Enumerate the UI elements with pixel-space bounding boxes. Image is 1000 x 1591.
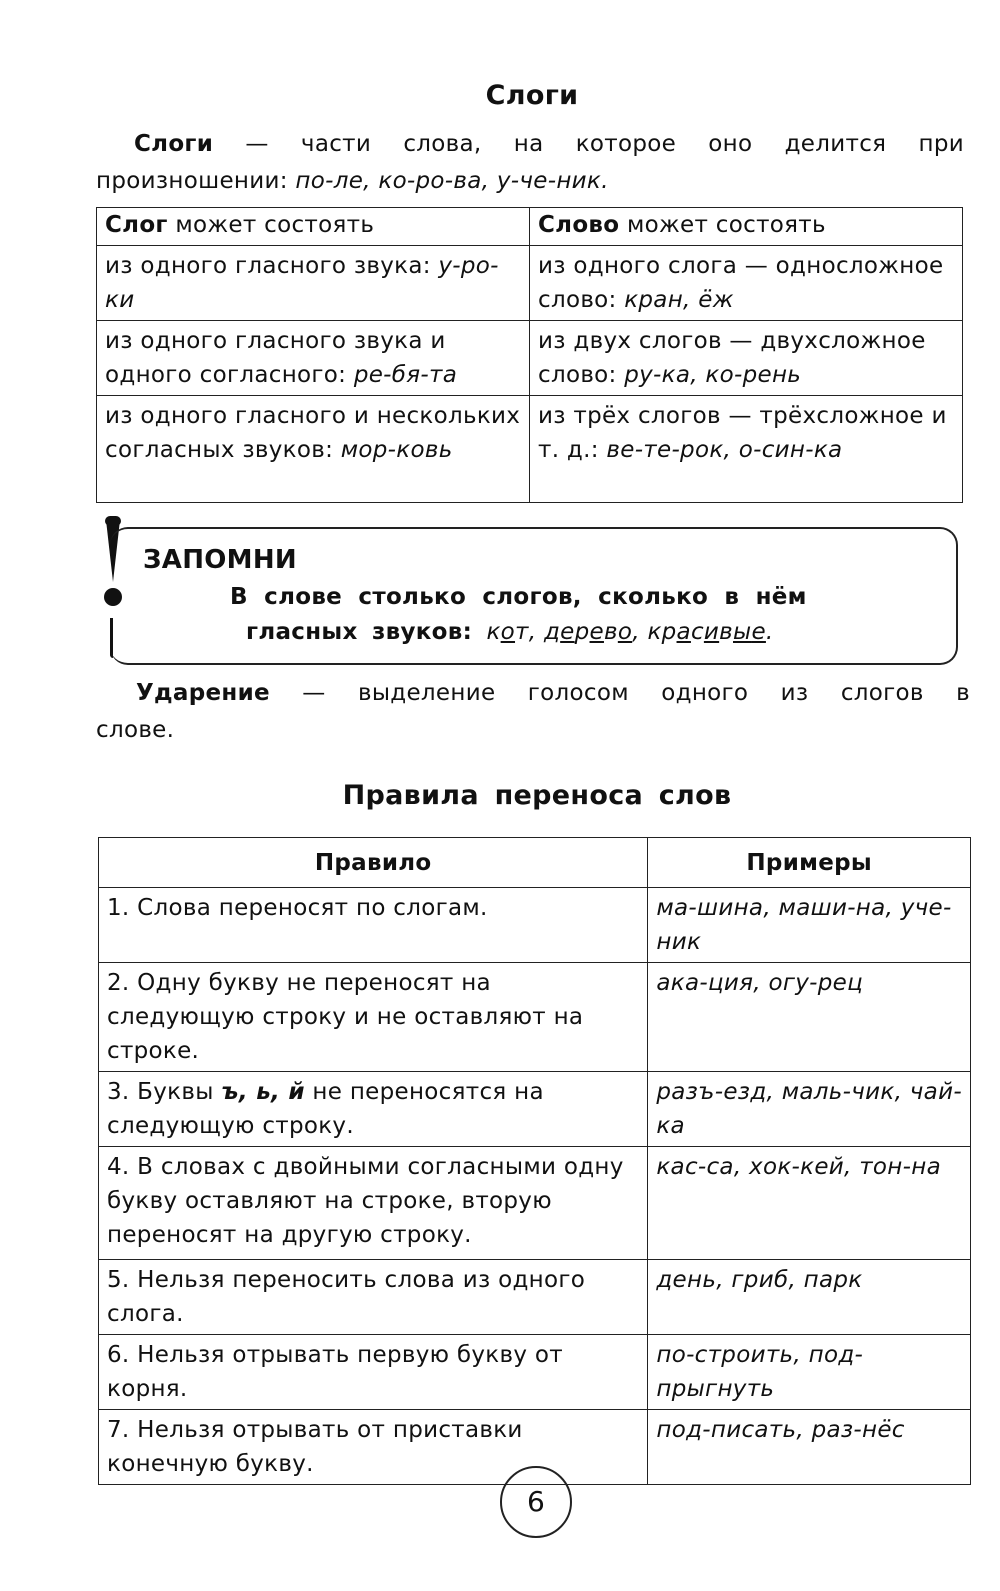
examples-cell: день, гриб, парк	[647, 1259, 971, 1335]
rule-cell: 5. Нельзя переносить слова из одного сло…	[97, 1259, 649, 1335]
table-cell: из трёх слогов — трёх­сложное и т. д.: в…	[529, 395, 963, 503]
examples: по-ле, ко-ро-ва, у-че-ник.	[295, 168, 609, 194]
example-word: дерево	[543, 619, 633, 645]
table-cell: из одного гласного звука: у-ро-ки	[96, 245, 530, 321]
vowel-underlined: е	[751, 619, 766, 645]
vowel-underlined: е	[589, 619, 604, 645]
page-number: 6	[500, 1466, 572, 1538]
table-cell: из одного гласного звука и одного соглас…	[96, 320, 530, 396]
table-cell: из одного гласного и нескольких согласны…	[96, 395, 530, 503]
vowel-underlined: и	[703, 619, 720, 645]
definition-text: произношении:	[96, 168, 296, 194]
rule-cell: 1. Слова переносят по слогам.	[97, 887, 649, 963]
examples-cell: разъ-езд, маль-чик, чай-ка	[647, 1071, 971, 1147]
header-cell: Слово может состоять	[529, 207, 963, 246]
remember-title: ЗАПОМНИ	[143, 545, 297, 575]
term: Ударение	[136, 680, 270, 706]
vowel-underlined: о	[617, 619, 633, 645]
remember-examples: кот, дерево, красивые	[486, 619, 766, 645]
term: Слоги	[134, 131, 214, 157]
syllable-table: Слог может состоять Слово может состоять…	[96, 207, 963, 503]
remember-box	[110, 527, 958, 665]
examples-cell: ма-шина, маши-на, уче-ник	[647, 887, 971, 963]
vowel-underlined: ы	[733, 619, 752, 645]
examples-cell: по-строить, под-прыгнуть	[647, 1334, 971, 1410]
header-cell: Слог может состоять	[96, 207, 530, 246]
table-cell: из одного слога — одно­сложное слово: кр…	[529, 245, 963, 321]
example-word: красивые	[647, 619, 766, 645]
remember-line-1: В слове столько слогов, сколько в нём	[230, 584, 807, 610]
hyphenation-table: Правило Примеры 1. Слова переносят по сло…	[97, 837, 971, 1485]
section-title-hyphenation: Правила переноса слов	[342, 780, 732, 811]
table-cell: из двух слогов — двух­сложное слово: ру-…	[529, 320, 963, 396]
stress-definition: Ударение — выделение голосом одного из с…	[96, 680, 970, 743]
rule-cell: 7. Нельзя отрывать от приставки конечную…	[97, 1409, 649, 1485]
rule-cell: 3. Буквы ъ, ь, й не переносятся на следу…	[97, 1071, 649, 1147]
rule-cell: 6. Нельзя отрывать первую букву от корня…	[97, 1334, 649, 1410]
vowel-underlined: а	[676, 619, 691, 645]
syllables-definition: Слоги — части слова, на которое оно дели…	[96, 126, 964, 200]
examples-cell: ака-ция, огу-рец	[647, 962, 971, 1072]
examples-cell: под-писать, раз-нёс	[647, 1409, 971, 1485]
header-cell: Примеры	[647, 837, 971, 888]
section-title-syllables: Слоги	[485, 80, 579, 111]
example-word: кот	[486, 619, 529, 645]
header-cell: Правило	[97, 837, 649, 888]
remember-line-2: гласных звуков: кот, дерево, красивые.	[246, 619, 774, 645]
definition-text: — части слова, на которое оно делится пр…	[213, 131, 964, 157]
vowel-underlined: о	[500, 619, 516, 645]
rule-cell: 2. Одну букву не переносят на следующую …	[97, 962, 649, 1072]
rule-cell: 4. В словах с двойными согласными одну б…	[97, 1146, 649, 1260]
vowel-underlined: е	[560, 619, 575, 645]
examples-cell: кас-са, хок-кей, тон-на	[647, 1146, 971, 1260]
